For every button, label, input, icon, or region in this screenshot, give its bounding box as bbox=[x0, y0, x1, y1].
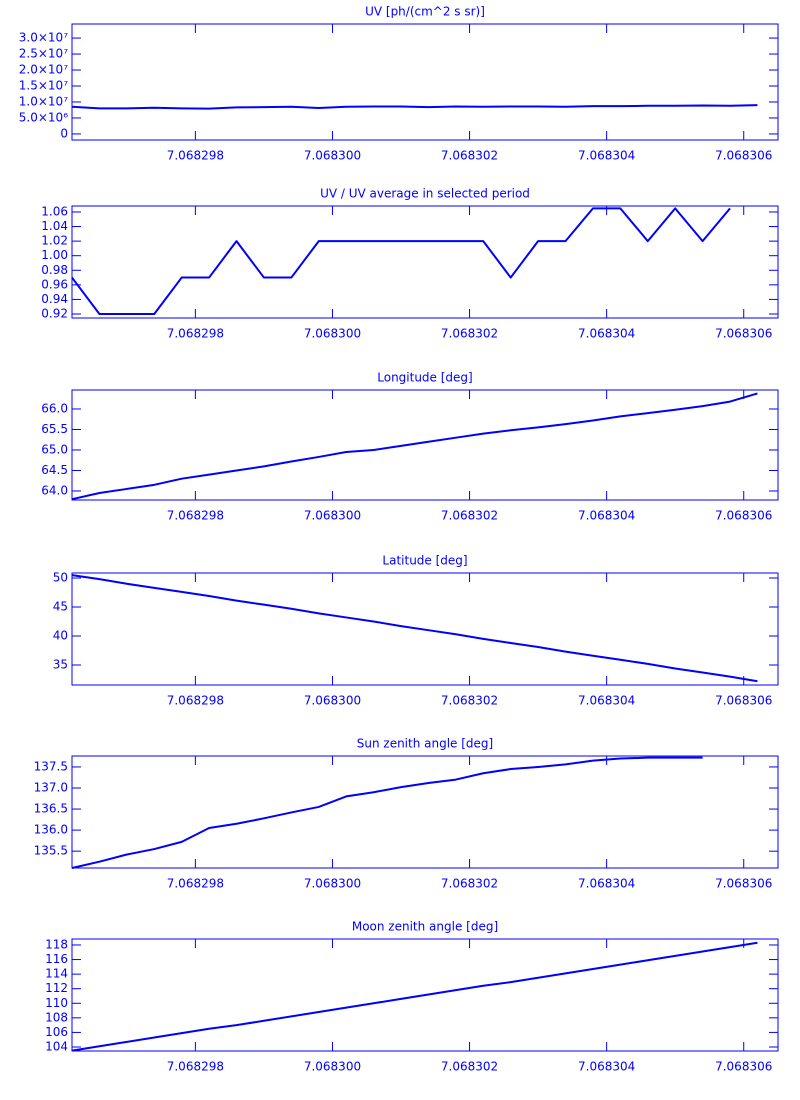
x-tick-label: 7.068306 bbox=[715, 694, 772, 708]
y-tick-label: 112 bbox=[45, 981, 68, 995]
y-tick-label: 1.02 bbox=[41, 234, 68, 248]
y-tick-label: 1.04 bbox=[41, 219, 68, 233]
y-tick-label: 1.00 bbox=[41, 248, 68, 262]
y-tick-label: 136.5 bbox=[34, 802, 68, 816]
y-tick-label: 0.92 bbox=[41, 306, 68, 320]
panel-title: UV [ph/(cm^2 s sr)] bbox=[365, 5, 485, 19]
plot-frame bbox=[71, 938, 779, 1052]
y-tick-label: 114 bbox=[45, 967, 68, 981]
x-tick-label: 7.068302 bbox=[441, 327, 498, 341]
y-tick-label: 0.94 bbox=[41, 292, 68, 306]
y-tick-label: 5.0×10⁶ bbox=[19, 110, 68, 124]
x-tick-label: 7.068304 bbox=[578, 1060, 635, 1074]
x-tick-label: 7.068306 bbox=[715, 509, 772, 523]
x-tick-label: 7.068302 bbox=[441, 694, 498, 708]
plot-frame bbox=[71, 389, 779, 501]
x-tick-label: 7.068300 bbox=[304, 327, 361, 341]
y-tick-label: 1.5×10⁷ bbox=[19, 78, 68, 92]
x-tick-label: 7.068298 bbox=[167, 149, 224, 163]
plot-frame bbox=[71, 755, 779, 869]
y-tick-label: 135.5 bbox=[34, 844, 68, 858]
y-tick-label: 136.0 bbox=[34, 823, 68, 837]
y-tick-label: 40 bbox=[53, 628, 68, 642]
y-tick-label: 0.98 bbox=[41, 263, 68, 277]
panel-title: Longitude [deg] bbox=[377, 371, 472, 385]
x-tick-label: 7.068298 bbox=[167, 877, 224, 891]
y-tick-label: 65.5 bbox=[41, 422, 68, 436]
x-tick-label: 7.068304 bbox=[578, 327, 635, 341]
x-tick-label: 7.068302 bbox=[441, 509, 498, 523]
y-tick-label: 118 bbox=[45, 937, 68, 951]
y-tick-label: 108 bbox=[45, 1010, 68, 1024]
x-tick-label: 7.068300 bbox=[304, 1060, 361, 1074]
y-tick-label: 50 bbox=[53, 570, 68, 584]
data-line bbox=[71, 392, 758, 501]
x-tick-label: 7.068306 bbox=[715, 1060, 772, 1074]
y-tick-label: 2.5×10⁷ bbox=[19, 47, 68, 61]
x-tick-label: 7.068298 bbox=[167, 1060, 224, 1074]
panel-title: Latitude [deg] bbox=[382, 554, 467, 568]
x-tick-label: 7.068304 bbox=[578, 509, 635, 523]
y-tick-label: 110 bbox=[45, 996, 68, 1010]
x-tick-label: 7.068302 bbox=[441, 1060, 498, 1074]
data-line bbox=[71, 941, 758, 1052]
plot-frame bbox=[71, 572, 779, 686]
x-tick-label: 7.068300 bbox=[304, 877, 361, 891]
y-tick-label: 0.96 bbox=[41, 277, 68, 291]
y-tick-label: 35 bbox=[53, 657, 68, 671]
x-tick-label: 7.068306 bbox=[715, 327, 772, 341]
y-tick-label: 104 bbox=[45, 1039, 68, 1053]
y-tick-label: 1.06 bbox=[41, 204, 68, 218]
panel-title: UV / UV average in selected period bbox=[320, 187, 530, 201]
y-tick-label: 2.0×10⁷ bbox=[19, 63, 68, 77]
data-line bbox=[71, 207, 731, 315]
y-tick-label: 65.0 bbox=[41, 442, 68, 456]
x-tick-label: 7.068304 bbox=[578, 149, 635, 163]
x-tick-label: 7.068306 bbox=[715, 149, 772, 163]
x-tick-label: 7.068300 bbox=[304, 149, 361, 163]
y-tick-label: 106 bbox=[45, 1025, 68, 1039]
x-tick-label: 7.068298 bbox=[167, 509, 224, 523]
x-tick-label: 7.068306 bbox=[715, 877, 772, 891]
y-tick-label: 1.0×10⁷ bbox=[19, 94, 68, 108]
y-tick-label: 64.5 bbox=[41, 463, 68, 477]
x-tick-label: 7.068302 bbox=[441, 877, 498, 891]
plot-frame bbox=[71, 23, 779, 141]
x-tick-label: 7.068298 bbox=[167, 694, 224, 708]
y-tick-label: 3.0×10⁷ bbox=[19, 31, 68, 45]
y-tick-label: 66.0 bbox=[41, 401, 68, 415]
panel-title: Moon zenith angle [deg] bbox=[352, 920, 498, 934]
data-line bbox=[71, 574, 758, 683]
x-tick-label: 7.068300 bbox=[304, 694, 361, 708]
data-line bbox=[71, 104, 758, 110]
x-tick-label: 7.068304 bbox=[578, 877, 635, 891]
y-tick-label: 137.0 bbox=[34, 781, 68, 795]
y-tick-label: 45 bbox=[53, 599, 68, 613]
x-tick-label: 7.068302 bbox=[441, 149, 498, 163]
plot-frame bbox=[71, 205, 779, 319]
x-tick-label: 7.068304 bbox=[578, 694, 635, 708]
x-tick-label: 7.068298 bbox=[167, 327, 224, 341]
y-tick-label: 0 bbox=[60, 126, 68, 140]
x-tick-label: 7.068300 bbox=[304, 509, 361, 523]
y-tick-label: 137.5 bbox=[34, 759, 68, 773]
y-tick-label: 64.0 bbox=[41, 483, 68, 497]
panel-title: Sun zenith angle [deg] bbox=[357, 737, 493, 751]
y-tick-label: 116 bbox=[45, 952, 68, 966]
